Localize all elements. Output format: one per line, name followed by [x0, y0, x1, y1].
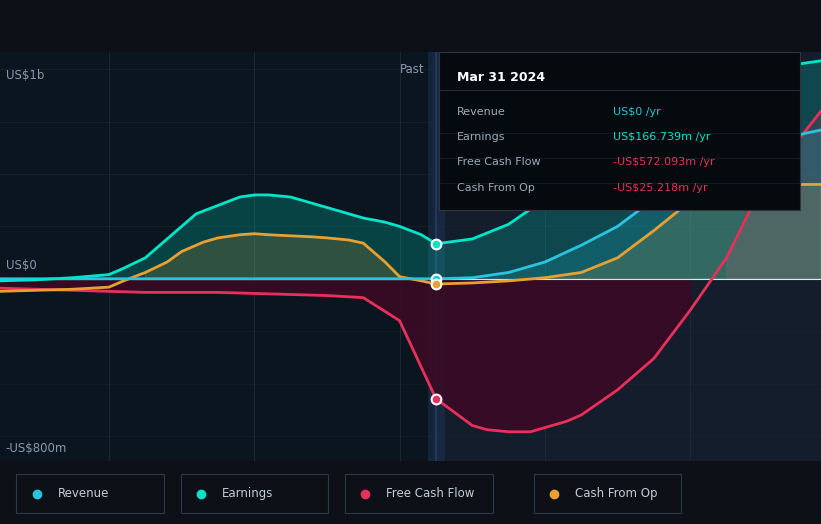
Text: Revenue: Revenue — [457, 107, 506, 117]
Text: Cash From Op: Cash From Op — [575, 487, 657, 500]
Text: Earnings: Earnings — [222, 487, 273, 500]
Text: US$1b: US$1b — [6, 69, 44, 82]
Text: Mar 31 2024: Mar 31 2024 — [457, 71, 545, 84]
Text: Cash From Op: Cash From Op — [457, 182, 535, 193]
Text: US$166.739m /yr: US$166.739m /yr — [612, 132, 710, 143]
Text: Free Cash Flow: Free Cash Flow — [457, 157, 541, 168]
Text: -US$572.093m /yr: -US$572.093m /yr — [612, 157, 714, 168]
Text: -US$800m: -US$800m — [6, 442, 67, 455]
Bar — [0, 52, 436, 461]
Text: US$0: US$0 — [6, 259, 37, 272]
Text: Past: Past — [400, 63, 424, 76]
Text: US$0 /yr: US$0 /yr — [612, 107, 660, 117]
Bar — [436, 52, 821, 461]
Text: Earnings: Earnings — [457, 132, 506, 143]
Text: Free Cash Flow: Free Cash Flow — [386, 487, 475, 500]
Text: -US$25.218m /yr: -US$25.218m /yr — [612, 182, 707, 193]
Text: Analysts Forecasts: Analysts Forecasts — [453, 63, 563, 76]
Text: Revenue: Revenue — [57, 487, 109, 500]
